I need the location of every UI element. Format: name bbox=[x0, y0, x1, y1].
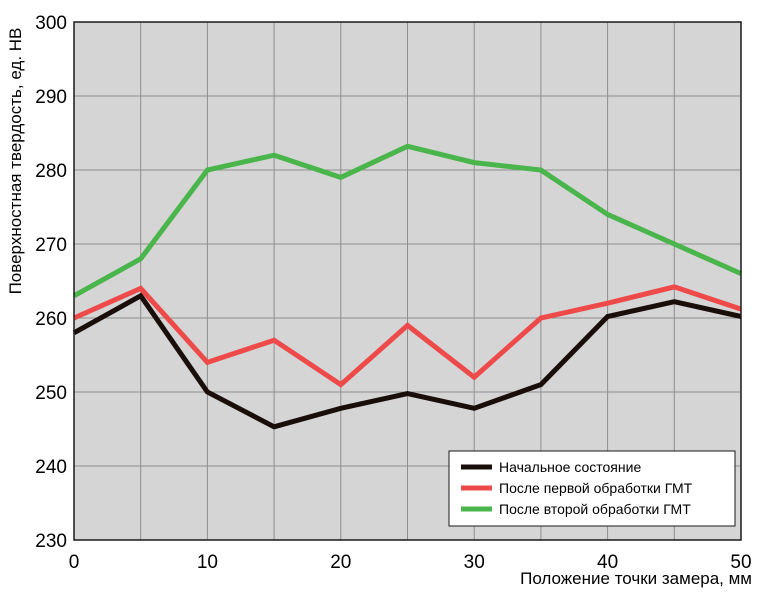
x-axis-label: Положение точки замера, мм bbox=[520, 569, 752, 588]
x-tick-label: 0 bbox=[69, 552, 80, 573]
legend-label-1: После первой обработки ГМТ bbox=[499, 480, 693, 496]
legend-box bbox=[448, 450, 736, 527]
x-tick-label: 50 bbox=[730, 552, 751, 573]
y-tick-label: 280 bbox=[35, 161, 67, 182]
x-tick-label: 30 bbox=[464, 552, 485, 573]
legend-label-0: Начальное состояние bbox=[499, 459, 641, 475]
y-tick-label: 270 bbox=[35, 235, 67, 256]
series-line-2 bbox=[72, 143, 743, 298]
legend-label-2: После второй обработки ГМТ bbox=[499, 501, 691, 517]
y-tick-label: 240 bbox=[35, 457, 67, 478]
y-tick-label: 230 bbox=[35, 531, 67, 552]
legend: Начальное состояние После первой обработк… bbox=[448, 450, 736, 527]
x-tick-label: 40 bbox=[597, 552, 618, 573]
plot-frame bbox=[73, 21, 742, 541]
series-group bbox=[72, 143, 743, 430]
x-tick-label: 10 bbox=[197, 552, 218, 573]
y-tick-label: 250 bbox=[35, 383, 67, 404]
y-tick-label: 260 bbox=[35, 309, 67, 330]
series-line-0 bbox=[72, 292, 742, 430]
series-line-1 bbox=[72, 284, 742, 388]
y-tick-labels: 230 240 250 260 270 280 290 300 bbox=[35, 13, 67, 552]
y-axis-label: Поверхностная твердость, ед. HB bbox=[6, 28, 25, 295]
x-tick-label: 20 bbox=[330, 552, 351, 573]
y-tick-label: 300 bbox=[35, 13, 67, 34]
y-tick-label: 290 bbox=[35, 87, 67, 108]
x-tick-labels: 0 10 20 30 40 50 bbox=[69, 552, 752, 573]
